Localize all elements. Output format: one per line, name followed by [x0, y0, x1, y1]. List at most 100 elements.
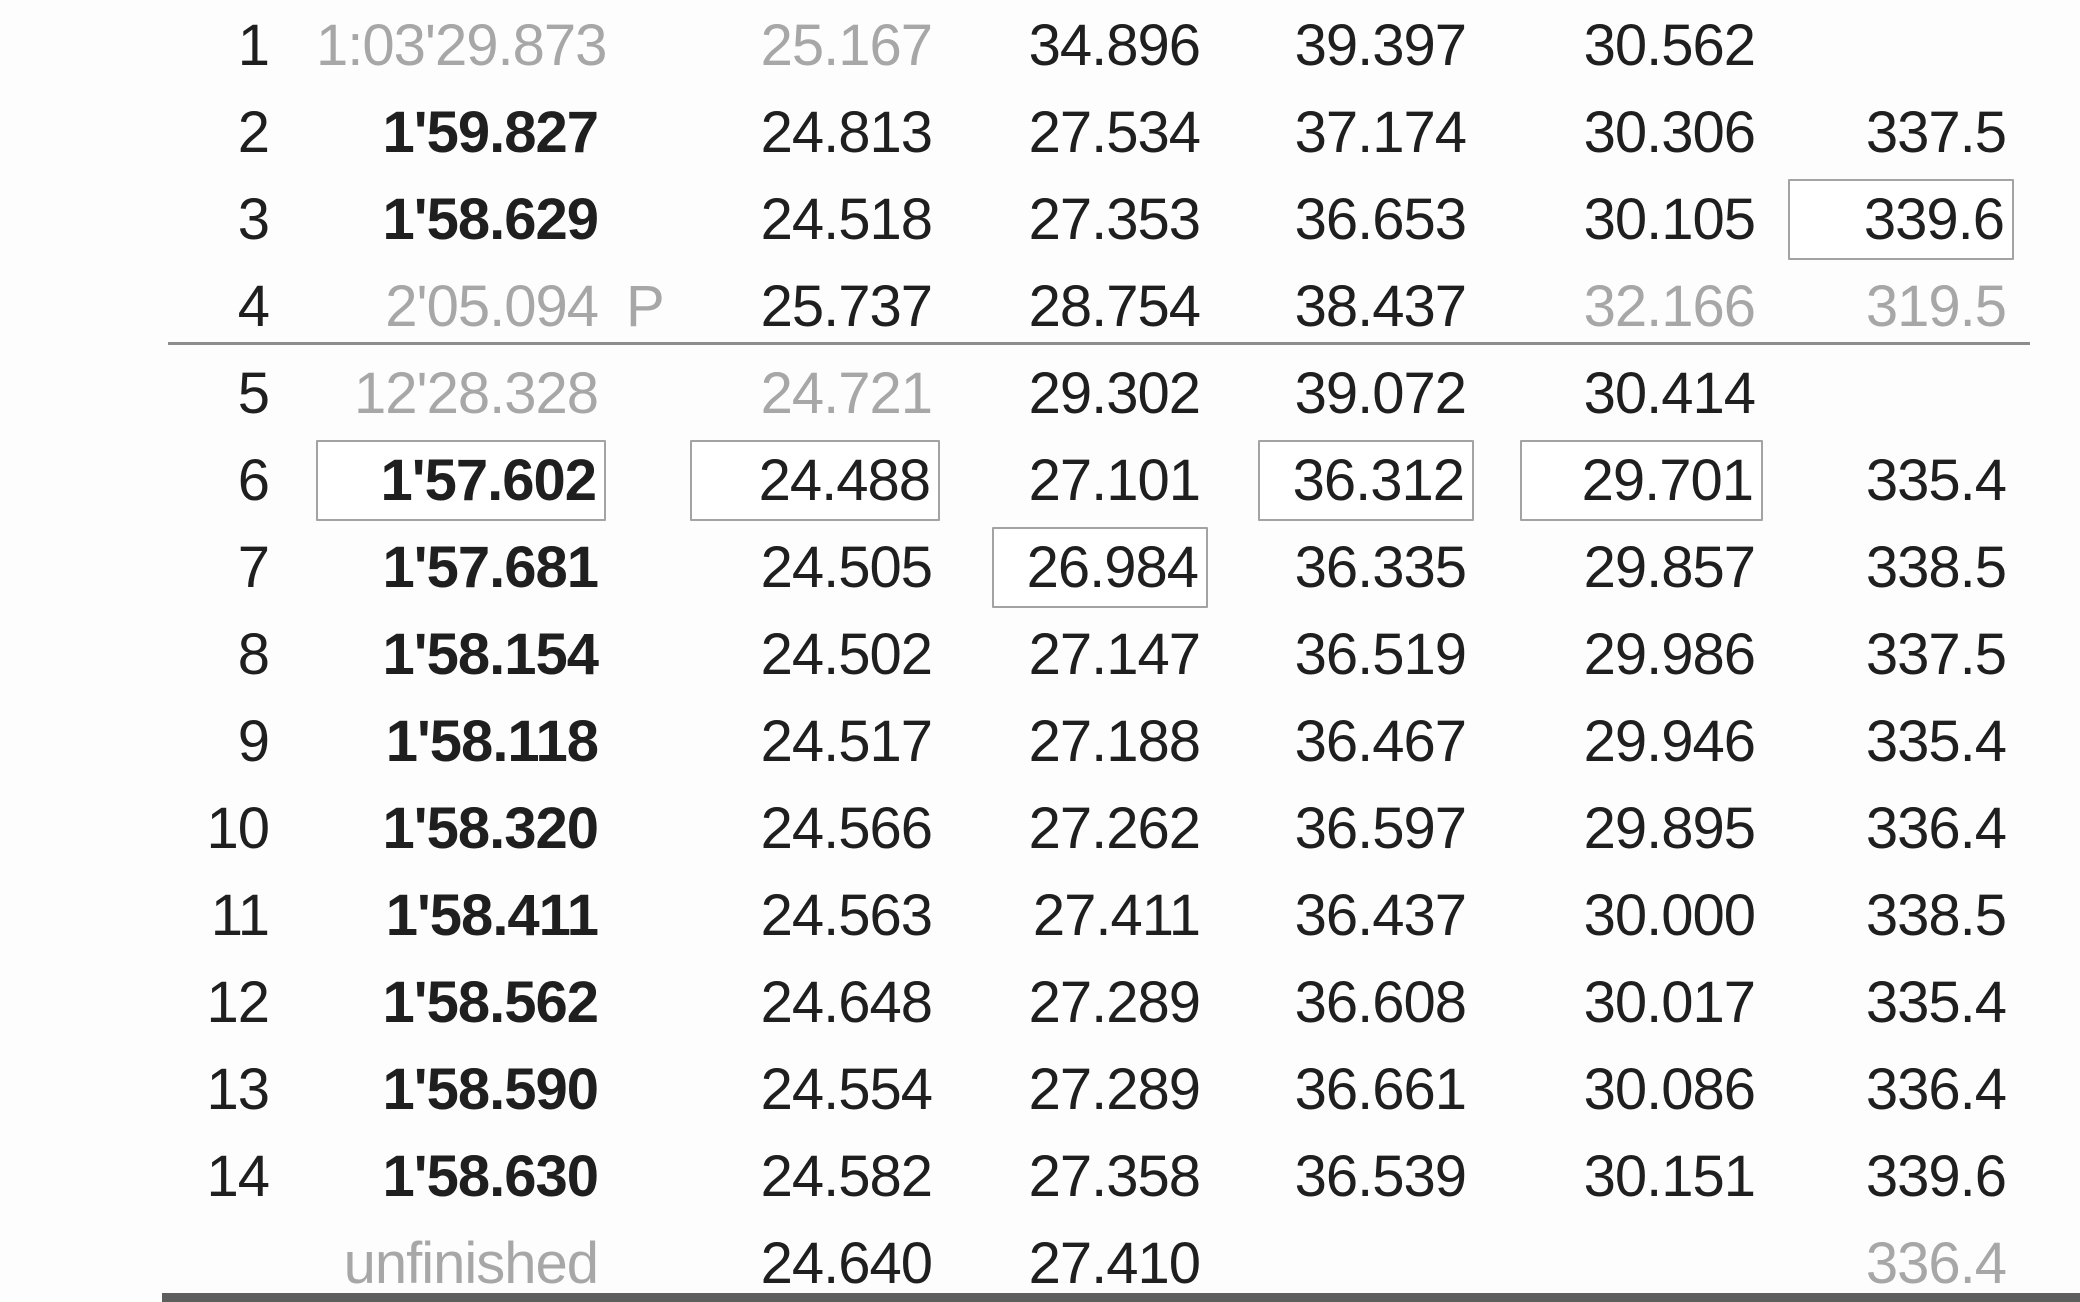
lap-time: 1'58.320	[382, 796, 599, 861]
lap-time: 2'05.094	[385, 274, 599, 339]
lap-number: 4	[237, 274, 270, 339]
lap-time: 1'57.681	[382, 535, 599, 600]
sector1-time: 25.737	[760, 274, 933, 339]
lap-time: 1'58.154	[382, 622, 599, 687]
sector3-time: 37.174	[1294, 100, 1467, 165]
sector2-time: 27.289	[1028, 1057, 1201, 1122]
sector2-time: 29.302	[1028, 361, 1201, 426]
lap-time: 1'59.827	[382, 100, 599, 165]
sector2-time: 27.410	[1028, 1231, 1201, 1296]
lap-row[interactable]: 14 1'58.630 24.582 27.358 36.539 30.151 …	[0, 1133, 2080, 1220]
lap-time: 1'58.118	[385, 709, 599, 774]
lap-time: 1'58.629	[382, 187, 599, 252]
sector1-time: 24.648	[760, 970, 933, 1035]
sector4-time: 29.986	[1583, 622, 1756, 687]
lap-number: 13	[206, 1057, 270, 1122]
lap-row[interactable]: 9 1'58.118 24.517 27.188 36.467 29.946 3…	[0, 698, 2080, 785]
sector2-time: 26.984	[992, 527, 1208, 608]
sector3-time: 36.661	[1294, 1057, 1467, 1122]
sector2-time: 27.289	[1028, 970, 1201, 1035]
sector3-time: 39.072	[1294, 361, 1467, 426]
lap-time: 1'57.602	[316, 440, 606, 521]
sector1-time: 24.505	[760, 535, 933, 600]
top-speed: 336.4	[1865, 796, 2007, 861]
sector4-time: 30.306	[1583, 100, 1756, 165]
lap-time: 1'58.630	[382, 1144, 599, 1209]
lap-time: 1'58.411	[385, 883, 599, 948]
sector2-time: 34.896	[1028, 13, 1201, 78]
sector3-time: 38.437	[1294, 274, 1467, 339]
top-speed: 339.6	[1788, 179, 2014, 260]
lap-row[interactable]: 12 1'58.562 24.648 27.289 36.608 30.017 …	[0, 959, 2080, 1046]
lap-number: 14	[206, 1144, 270, 1209]
lap-row[interactable]: 3 1'58.629 24.518 27.353 36.653 30.105 3…	[0, 176, 2080, 263]
sector3-time: 36.597	[1294, 796, 1467, 861]
sector3-time: 36.312	[1258, 440, 1474, 521]
lap-number: 6	[237, 448, 270, 513]
sector4-time: 30.000	[1583, 883, 1756, 948]
lap-number: 1	[237, 13, 270, 78]
sector4-time: 30.105	[1583, 187, 1756, 252]
sector4-time: 30.086	[1583, 1057, 1756, 1122]
top-speed: 337.5	[1865, 100, 2007, 165]
sector2-time: 27.411	[1032, 883, 1201, 948]
sector1-time: 24.813	[760, 100, 933, 165]
sector4-time: 29.946	[1583, 709, 1756, 774]
sector2-time: 27.358	[1028, 1144, 1201, 1209]
sector4-time: 30.151	[1583, 1144, 1756, 1209]
sector1-time: 24.488	[690, 440, 940, 521]
lap-time: 1'58.562	[382, 970, 599, 1035]
sector1-time: 24.554	[760, 1057, 933, 1122]
lap-row[interactable]: 1 1:03'29.873 25.167 34.896 39.397 30.56…	[0, 2, 2080, 89]
lap-row[interactable]: 11 1'58.411 24.563 27.411 36.437 30.000 …	[0, 872, 2080, 959]
pit-marker: P	[626, 274, 665, 339]
sector2-time: 27.188	[1028, 709, 1201, 774]
top-speed: 335.4	[1865, 709, 2007, 774]
lap-time: unfinished	[343, 1231, 599, 1296]
lap-time: 1:03'29.873	[316, 13, 607, 78]
sector3-time: 36.335	[1294, 535, 1467, 600]
top-speed: 335.4	[1865, 448, 2007, 513]
sector4-time: 32.166	[1583, 274, 1756, 339]
lap-number: 11	[210, 883, 270, 948]
sector3-time: 36.437	[1294, 883, 1467, 948]
sector3-time: 36.519	[1294, 622, 1467, 687]
top-speed: 336.4	[1865, 1057, 2007, 1122]
session-divider	[168, 342, 2030, 345]
sector3-time: 36.539	[1294, 1144, 1467, 1209]
top-speed: 339.6	[1865, 1144, 2007, 1209]
sector3-time: 36.608	[1294, 970, 1467, 1035]
top-speed: 335.4	[1865, 970, 2007, 1035]
lap-time: 12'28.328	[354, 361, 599, 426]
sector2-time: 27.534	[1028, 100, 1201, 165]
top-speed: 337.5	[1865, 622, 2007, 687]
lap-row[interactable]: 4 2'05.094 P 25.737 28.754 38.437 32.166…	[0, 263, 2080, 350]
lap-number: 3	[237, 187, 270, 252]
sector2-time: 27.147	[1028, 622, 1201, 687]
sector2-time: 27.353	[1028, 187, 1201, 252]
lap-row[interactable]: 10 1'58.320 24.566 27.262 36.597 29.895 …	[0, 785, 2080, 872]
sector1-time: 24.518	[760, 187, 933, 252]
lap-row[interactable]: 5 12'28.328 24.721 29.302 39.072 30.414	[0, 350, 2080, 437]
sector2-time: 27.101	[1028, 448, 1201, 513]
lap-row[interactable]: 8 1'58.154 24.502 27.147 36.519 29.986 3…	[0, 611, 2080, 698]
top-speed: 319.5	[1865, 274, 2007, 339]
top-speed: 338.5	[1865, 883, 2007, 948]
sector1-time: 25.167	[760, 13, 933, 78]
sector1-time: 24.517	[760, 709, 933, 774]
sector4-time: 30.414	[1583, 361, 1756, 426]
lap-row[interactable]: 13 1'58.590 24.554 27.289 36.661 30.086 …	[0, 1046, 2080, 1133]
lap-row[interactable]: unfinished 24.640 27.410 336.4	[0, 1220, 2080, 1302]
lap-row[interactable]: 7 1'57.681 24.505 26.984 36.335 29.857 3…	[0, 524, 2080, 611]
sector1-time: 24.721	[760, 361, 933, 426]
sector1-time: 24.640	[760, 1231, 933, 1296]
lap-row[interactable]: 2 1'59.827 24.813 27.534 37.174 30.306 3…	[0, 89, 2080, 176]
sector3-time: 39.397	[1294, 13, 1467, 78]
lap-row[interactable]: 6 1'57.602 24.488 27.101 36.312 29.701 3…	[0, 437, 2080, 524]
sector4-time: 29.701	[1520, 440, 1763, 521]
lap-number: 5	[237, 361, 270, 426]
sector1-time: 24.502	[760, 622, 933, 687]
sector4-time: 29.895	[1583, 796, 1756, 861]
sector3-time: 36.653	[1294, 187, 1467, 252]
